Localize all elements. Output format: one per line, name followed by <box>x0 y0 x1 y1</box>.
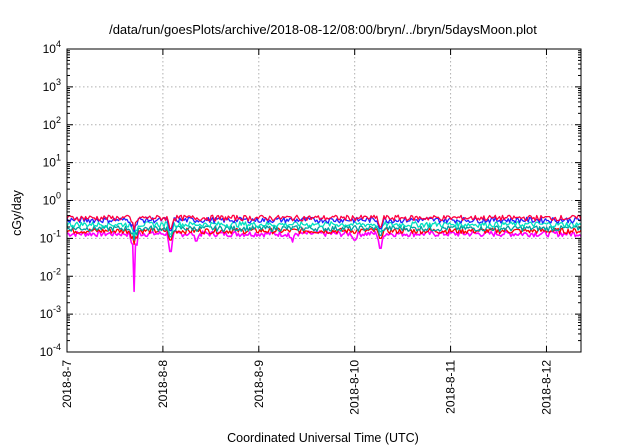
grid <box>67 49 581 352</box>
y-tick-label: 101 <box>43 153 61 170</box>
x-axis-label: Coordinated Universal Time (UTC) <box>227 431 419 445</box>
series-line-4 <box>66 221 582 237</box>
series-line-5 <box>66 216 582 233</box>
chart-title: /data/run/goesPlots/archive/2018-08-12/0… <box>109 22 537 37</box>
y-tick-label: 10-3 <box>40 304 61 321</box>
y-tick-label: 104 <box>43 39 61 56</box>
x-tick-label: 2018-8-8 <box>156 360 170 408</box>
y-tick-label: 10-4 <box>40 342 61 359</box>
y-tick-label: 102 <box>43 115 61 132</box>
x-tick-label: 2018-8-12 <box>539 360 553 415</box>
x-tick-label: 2018-8-9 <box>252 360 266 408</box>
y-tick-label: 10-1 <box>40 228 61 245</box>
y-tick-label: 10-2 <box>40 266 61 283</box>
x-tick-label: 2018-8-11 <box>444 360 458 414</box>
series-line-1 <box>66 230 582 293</box>
y-axis-label: cGy/day <box>10 189 24 236</box>
y-tick-label: 103 <box>43 77 61 94</box>
series-line-3 <box>66 225 582 241</box>
y-tick-label: 100 <box>43 191 61 208</box>
ticks: 10-4 10-3 10-2 10-1 100 101 102 103 104 2018-8-7 2… <box>40 39 581 415</box>
x-tick-label: 2018-8-10 <box>348 360 362 415</box>
x-tick-label: 2018-8-7 <box>60 360 74 408</box>
series-group <box>66 214 582 293</box>
series-line-6 <box>66 214 582 231</box>
